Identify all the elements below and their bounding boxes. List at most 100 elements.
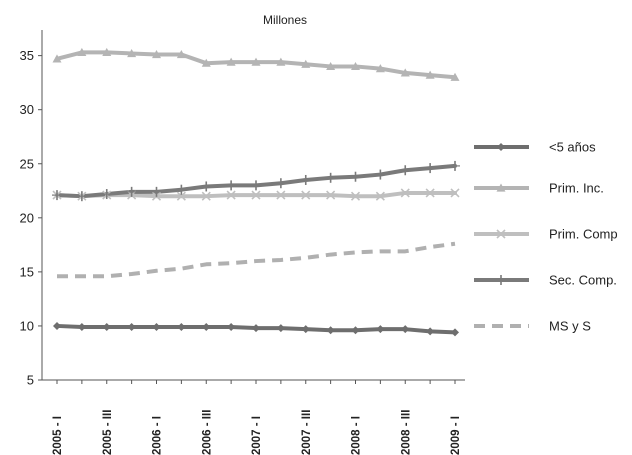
series-2-point (425, 188, 435, 198)
series-0-point (53, 321, 61, 330)
legend-marker (496, 183, 506, 192)
series-1-point (301, 59, 311, 68)
chart-axes: 5 10 15 20 25 30 35 2005 - I 2005 - III 2006 - I 2… (20, 30, 465, 455)
series-1-point (52, 54, 62, 63)
series-0-point (301, 325, 310, 334)
series-2-point (350, 191, 361, 201)
series-0-point (102, 323, 111, 332)
series-0-point (376, 325, 385, 334)
series-3-point (201, 181, 212, 192)
series-3-point (101, 189, 112, 200)
series-1-point (77, 47, 87, 56)
y-tick-label: 15 (20, 264, 34, 279)
x-tick-label: 2007 - I (251, 416, 263, 455)
x-tick-label: 2005 - I (52, 416, 64, 455)
y-tick-label: 10 (20, 318, 34, 333)
legend-label: MS y S (549, 319, 591, 334)
series-0-point (451, 328, 459, 337)
series-1-point (226, 57, 236, 66)
series-2-point (226, 190, 236, 200)
series-1-point (276, 57, 286, 66)
legend-item: MS y S (474, 319, 591, 334)
series-0-point (351, 326, 360, 335)
series-0-point (326, 326, 335, 335)
x-tick-label: 2006 - III (201, 410, 213, 455)
legend-marker (496, 229, 506, 239)
series-2-point (201, 191, 211, 201)
legend-item: Prim. Inc. (474, 181, 604, 196)
series-1-point (450, 72, 460, 81)
series-1-point (251, 57, 261, 66)
series-3-point (275, 178, 286, 189)
series-1-point (400, 68, 410, 77)
x-tick-label: 2009 - I (450, 416, 462, 455)
legend-marker (496, 275, 506, 285)
series-2-point (400, 188, 410, 198)
series-3-point (226, 180, 237, 191)
y-tick-label: 20 (20, 210, 34, 225)
series-0-point (227, 323, 236, 332)
series-3-point (251, 180, 261, 191)
y-tick-label: 5 (27, 373, 34, 388)
series-3-point (350, 171, 361, 182)
x-tick-label: 2007 - III (301, 410, 313, 455)
series-3-point (151, 186, 162, 197)
series-3-point (325, 172, 336, 183)
series-0-point (276, 324, 285, 333)
series-2-point (176, 191, 186, 201)
series-0-point (177, 323, 186, 332)
series-1-point (176, 50, 186, 59)
series-1-point (201, 58, 211, 67)
y-tick-label: 35 (20, 48, 34, 63)
x-tick-label: 2008 - I (351, 416, 363, 455)
series-0-point (401, 325, 410, 334)
series-3-point (425, 163, 436, 174)
series-1-point (152, 50, 161, 59)
series-2-point (276, 190, 286, 200)
chart-legend: <5 años Prim. Inc. Prim. Comp Sec. Comp. MS … (474, 140, 618, 334)
legend-label: Sec. Comp. (549, 273, 617, 288)
x-tick-label: 2005 - III (102, 410, 114, 455)
series-3-point (400, 165, 411, 176)
series-2-point (301, 190, 311, 200)
series-2-point (326, 190, 336, 200)
legend-item: Prim. Comp (474, 227, 618, 242)
x-tick-label: 2008 - III (400, 410, 412, 455)
legend-item: Sec. Comp. (474, 273, 617, 288)
series-1-point (102, 47, 112, 56)
series-0-point (252, 324, 260, 333)
series-3-point (76, 191, 87, 202)
y-tick-label: 25 (20, 156, 34, 171)
x-tick-label: 2006 - I (152, 416, 164, 455)
series-3-point (176, 184, 187, 195)
legend-label: Prim. Inc. (549, 181, 604, 196)
legend-label: Prim. Comp (549, 227, 618, 242)
series-3-point (300, 174, 311, 185)
series-1-point (127, 48, 137, 58)
series-2-point (375, 191, 385, 201)
series-1-point (351, 61, 360, 71)
series-2-point (450, 188, 460, 198)
legend-label: <5 años (549, 140, 596, 155)
legend-marker (497, 143, 505, 151)
series-markers (52, 47, 460, 337)
series-0-point (152, 323, 161, 332)
series-1-point (425, 70, 435, 79)
series-0-point (127, 323, 136, 332)
series-lines (55, 50, 457, 335)
series-line-4 (57, 241, 456, 279)
series-3-point (52, 190, 62, 201)
series-1-point (326, 61, 336, 71)
series-3-point (126, 186, 137, 197)
series-0-point (77, 323, 86, 332)
series-3-point (375, 169, 386, 180)
chart-title: Millones (263, 13, 307, 27)
series-1-point (375, 64, 385, 73)
series-2-point (251, 190, 261, 200)
legend-item: <5 años (474, 140, 596, 155)
y-tick-label: 30 (20, 102, 34, 117)
series-3-point (450, 160, 460, 171)
series-0-point (202, 323, 211, 332)
series-0-point (426, 327, 435, 336)
